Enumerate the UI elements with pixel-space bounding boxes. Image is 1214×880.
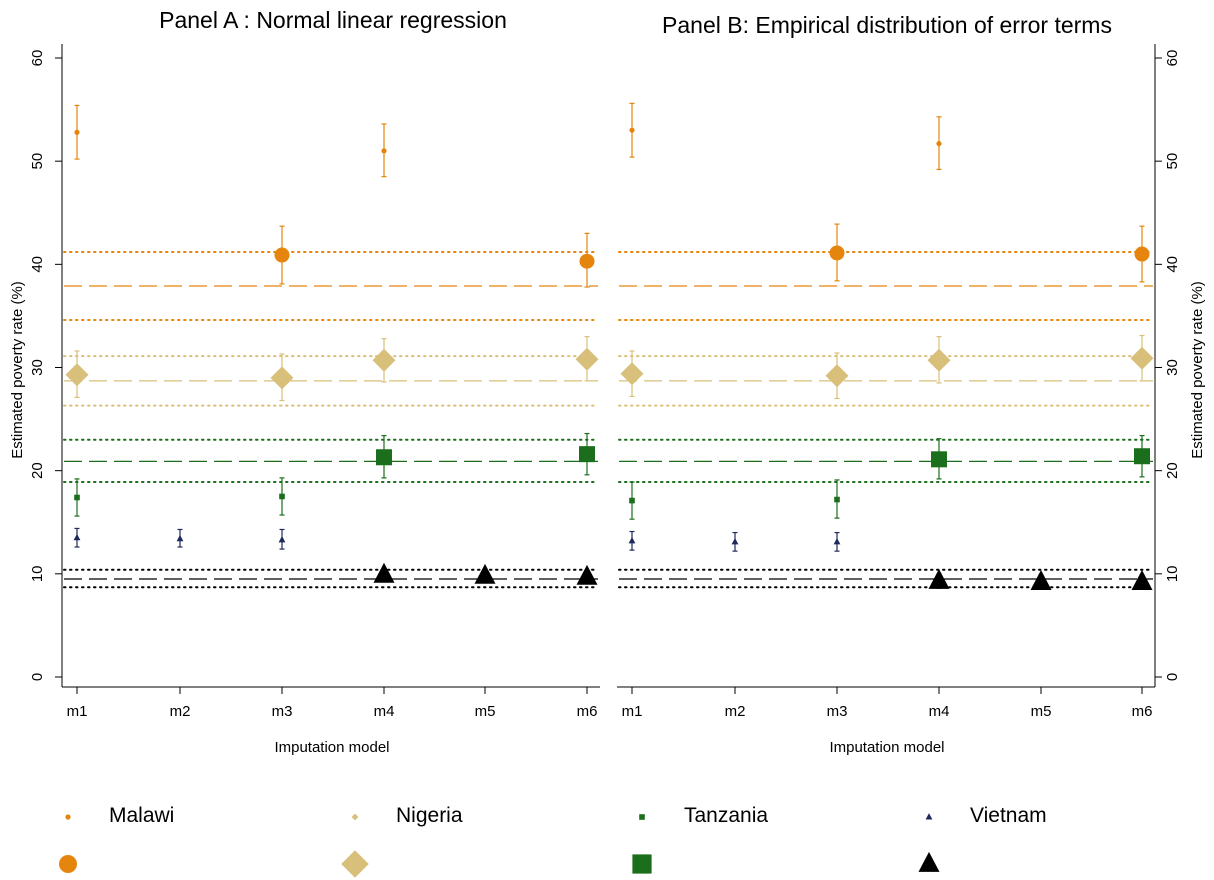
panel-b-point-vietnam-m4: [928, 568, 950, 589]
panel-b-point-tanzania-m6: [1134, 448, 1150, 465]
panel-b-y-tick-label: 60: [1164, 50, 1181, 67]
panel-b-y-tick-label: 20: [1164, 462, 1181, 479]
legend-marker-small-tanzania: [639, 814, 645, 820]
panel-a-point-nigeria-m3: [270, 366, 294, 390]
panel-b-xlabel: Imputation model: [829, 739, 944, 756]
panel-a-point-malawi-m4: [381, 148, 387, 154]
panel-a-point-vietnam-m6: [576, 564, 598, 585]
panel-b-point-nigeria-m4: [927, 348, 951, 372]
panel-a-x-tick-label: m6: [577, 703, 598, 720]
legend-label-malawi: Malawi: [109, 804, 174, 827]
panel-b-y-tick-label: 40: [1164, 256, 1181, 273]
legend-marker-small-malawi: [65, 814, 71, 820]
panel-b-ylabel: Estimated poverty rate (%): [1189, 281, 1206, 459]
panel-a-point-malawi-m3: [274, 247, 290, 263]
legend: Malawi Nigeria Tanzania Vietnam: [59, 804, 1047, 878]
panel-a-point-nigeria-m1: [65, 363, 89, 387]
panel-b-y-tick-label: 0: [1164, 673, 1181, 681]
panel-a-y-tick-label: 20: [29, 462, 46, 479]
panel-a-point-vietnam-m3: [278, 535, 286, 543]
panel-b-y-tick-label: 10: [1164, 565, 1181, 582]
panel-a-y-tick-label: 10: [29, 565, 46, 582]
panel-b-point-tanzania-m3: [834, 496, 840, 503]
panel-a-y-tick-label: 60: [29, 50, 46, 67]
panel-a-x-tick-label: m2: [170, 703, 191, 720]
panel-a-point-nigeria-m4: [372, 348, 396, 372]
panel-b-point-vietnam-m6: [1131, 570, 1153, 590]
panel-a-y-tick-label: 30: [29, 359, 46, 376]
panel-a-point-malawi-m1: [74, 129, 80, 135]
legend-label-nigeria: Nigeria: [396, 804, 463, 827]
panel-a-point-vietnam-m5: [474, 563, 496, 584]
panel-b-title: Panel B: Empirical distribution of error…: [662, 12, 1112, 38]
panel-b-x-tick-label: m2: [725, 703, 746, 720]
panel-b-x-tick-label: m4: [929, 703, 950, 720]
legend-label-vietnam: Vietnam: [970, 804, 1047, 827]
legend-marker-large-malawi: [59, 855, 77, 873]
panel-b-point-vietnam-m1: [628, 536, 636, 544]
panel-a-point-tanzania-m3: [279, 493, 285, 500]
legend-marker-large-vietnam: [918, 851, 940, 872]
panel-a-title: Panel A : Normal linear regression: [159, 7, 507, 33]
legend-label-tanzania: Tanzania: [684, 804, 768, 827]
panel-b-point-vietnam-m5: [1030, 570, 1052, 590]
panel-a-xlabel: Imputation model: [274, 739, 389, 756]
panel-b-point-malawi-m3: [829, 245, 845, 261]
panel-a-point-nigeria-m6: [575, 347, 599, 371]
panel-a-point-vietnam-m2: [176, 534, 184, 542]
legend-marker-small-nigeria: [351, 813, 359, 821]
panel-a-point-tanzania-m6: [579, 446, 595, 463]
panel-b-point-vietnam-m3: [833, 537, 841, 545]
panel-b-plot: 0 10 20 30 40 50 60 m1 m2 m3 m4 m5 m6: [617, 44, 1181, 720]
panel-b-point-malawi-m6: [1134, 246, 1150, 262]
panel-a-y-tick-label: 50: [29, 153, 46, 170]
panel-b-point-malawi-m1: [629, 127, 635, 133]
panel-b-x-tick-label: m5: [1031, 703, 1052, 720]
panel-b-point-nigeria-m6: [1130, 346, 1154, 370]
panel-a-x-tick-label: m4: [374, 703, 395, 720]
legend-marker-large-tanzania: [632, 854, 652, 874]
panel-a-point-tanzania-m1: [74, 494, 80, 501]
panel-a-point-vietnam-m1: [73, 533, 81, 541]
panel-b-x-tick-label: m1: [622, 703, 643, 720]
panel-b-x-tick-label: m6: [1132, 703, 1153, 720]
panel-b-point-nigeria-m1: [620, 362, 644, 386]
panel-a-point-vietnam-m4: [373, 562, 395, 583]
panel-b-point-tanzania-m4: [931, 451, 947, 468]
legend-marker-small-vietnam: [925, 813, 933, 820]
panel-b-point-vietnam-m2: [731, 537, 739, 545]
panel-a-y-tick-label: 40: [29, 256, 46, 273]
panel-b-x-tick-label: m3: [827, 703, 848, 720]
legend-marker-large-nigeria: [341, 850, 369, 878]
panel-b-point-tanzania-m1: [629, 497, 635, 504]
panel-b-y-tick-label: 30: [1164, 359, 1181, 376]
panel-a-point-tanzania-m4: [376, 449, 392, 466]
panel-a-x-tick-label: m1: [67, 703, 88, 720]
panel-a-point-malawi-m6: [579, 253, 595, 269]
panel-a-x-tick-label: m5: [475, 703, 496, 720]
panel-a-y-tick-label: 0: [29, 673, 46, 681]
panel-b-y-tick-label: 50: [1164, 153, 1181, 170]
panel-a-x-tick-label: m3: [272, 703, 293, 720]
panel-b-point-malawi-m4: [936, 141, 942, 147]
panel-a-plot: 0 10 20 30 40 50 60 m1 m2 m3 m4 m5 m6: [29, 44, 600, 720]
panel-b-point-nigeria-m3: [825, 364, 849, 388]
panel-a-ylabel: Estimated poverty rate (%): [9, 281, 26, 459]
